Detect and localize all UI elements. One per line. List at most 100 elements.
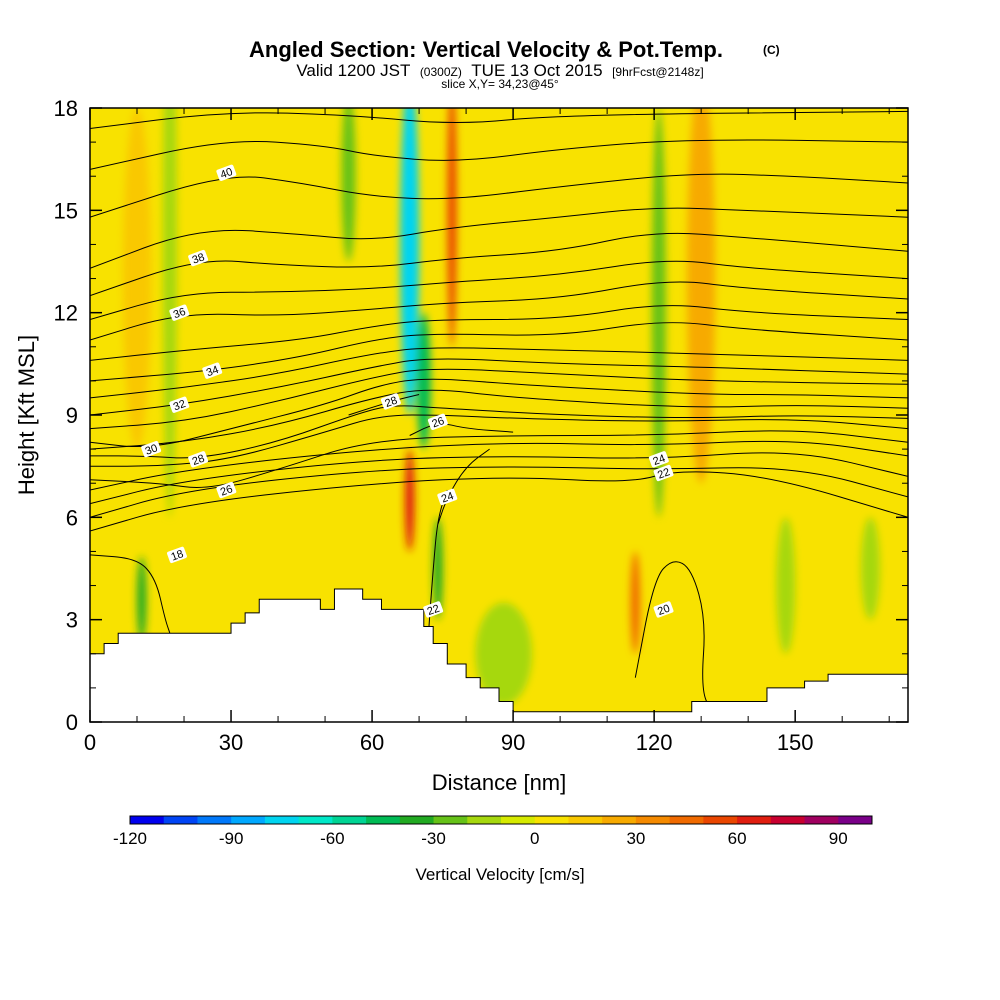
theta-contour-line [90,471,908,532]
velocity-feature [137,556,147,642]
y-tick-label: 0 [66,710,78,735]
contour-label-text: 34 [205,364,221,379]
colorbar-swatch [669,816,704,824]
theta-contour-line [90,430,908,488]
colorbar-swatch [501,816,536,824]
contour-label: 28 [188,451,209,468]
y-axis-label: Height [Kft MSL] [14,335,39,495]
x-tick-label: 90 [501,730,525,755]
y-tick-label: 9 [66,403,78,428]
theta-contour-line [90,305,908,361]
x-axis: 0 30 60 90 120 150 [84,108,890,755]
y-tick-label: 6 [66,505,78,530]
velocity-feature [341,108,356,262]
theta-contour-line [90,414,908,467]
colorbar-swatch [399,816,435,824]
x-tick-label: 30 [219,730,243,755]
contour-label-text: 26 [219,483,235,498]
contour-label-text: 40 [219,166,235,181]
theta-contour-line [409,423,514,436]
contour-label-text: 22 [426,603,442,618]
colorbar-swatch [804,816,839,824]
colorbar-tick-label: 0 [530,829,539,848]
colorbar-swatch [298,816,333,824]
contour-label: 36 [169,304,190,321]
colorbar-swatch [737,816,772,824]
colorbar-tick-label: -60 [320,829,345,848]
theta-contour-line [90,347,908,399]
colorbar-tick-label: -120 [113,829,147,848]
colorbar-swatch [534,816,569,824]
chart-subtitle: Valid 1200 JST (0300Z) TUE 13 Oct 2015 [… [296,61,703,80]
y-tick-label: 12 [54,301,78,326]
contour-label-text: 24 [440,490,456,505]
contour-label: 30 [141,440,162,458]
subtitle-valid: Valid 1200 JST [296,61,410,80]
colorbar-title: Vertical Velocity [cm/s] [415,865,584,884]
velocity-feature [404,449,415,552]
colorbar-swatch [770,816,806,824]
colorbar-frame [129,815,873,825]
colorbar-tick-label: 30 [626,829,645,848]
terrain-mask [90,588,908,722]
contour-label: 20 [653,601,674,618]
colorbar-swatch [467,816,502,824]
chart-title-unit: (C) [763,43,780,57]
contour-label: 24 [648,451,669,468]
colorbar: -120 -90 -60 -30 0 30 60 90 [113,815,873,848]
chart-title: Angled Section: Vertical Velocity & Pot.… [249,37,723,62]
x-axis-label: Distance [nm] [432,770,567,795]
colorbar-swatch [264,816,300,824]
theta-contour-line [90,232,908,297]
colorbar-tick-label: 90 [829,829,848,848]
colorbar-swatch [838,816,873,824]
contour-label: 26 [216,481,237,499]
velocity-feature [860,517,880,620]
colorbar-swatch [568,816,603,824]
velocity-feature [122,108,152,450]
theta-contour-line [634,561,712,712]
theta-contour-line [428,489,448,634]
colorbar-swatch [433,816,468,824]
contour-label: 26 [427,413,448,430]
y-tick-label: 15 [54,198,78,223]
contour-label: 34 [202,362,223,379]
contour-label: 24 [437,488,458,506]
contour-label: 22 [653,464,674,482]
slice-note: slice X,Y= 34,23@45° [441,77,559,91]
contour-label: 28 [380,393,401,410]
theta-contour-line [90,260,908,320]
theta-contour-line [90,281,908,341]
colorbar-swatch [231,816,266,824]
theta-contours [90,110,908,712]
theta-contour-line [437,448,490,525]
contour-label-text: 36 [172,306,188,321]
velocity-feature [651,108,666,518]
subtitle-date: TUE 13 Oct 2015 [471,61,602,80]
theta-contour-line [90,110,908,129]
theta-contour-line [90,466,908,518]
theta-contour-line [90,322,908,382]
contour-label-text: 28 [191,453,207,468]
theta-contour-line [90,139,908,170]
theta-contour-line [90,378,908,448]
theta-contour-line [90,207,908,269]
contour-label-text: 28 [383,395,399,410]
colorbar-swatch [197,816,232,824]
x-tick-label: 0 [84,730,96,755]
x-tick-label: 150 [777,730,814,755]
contour-label-text: 32 [172,398,188,413]
theta-contour-line [90,368,908,430]
theta-contour-line [90,452,908,505]
subtitle-utc: (0300Z) [420,65,462,79]
velocity-feature [630,551,641,654]
colorbar-swatch [130,816,165,824]
colorbar-tick-label: -90 [219,829,244,848]
contour-label-text: 38 [191,251,207,266]
theta-contour-line [90,173,908,218]
contour-label: 32 [169,396,190,413]
x-tick-label: 60 [360,730,384,755]
